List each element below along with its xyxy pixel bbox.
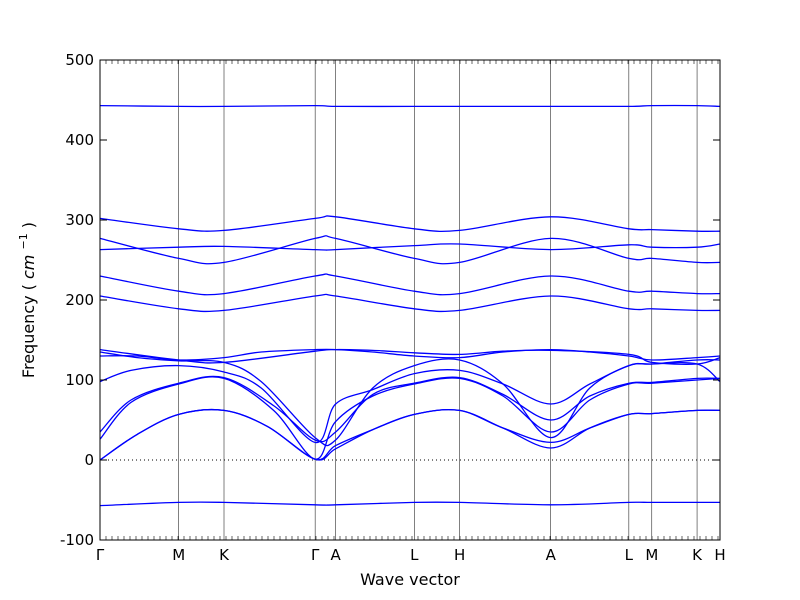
- y-axis-title-unit-exp: −1: [17, 233, 30, 249]
- band-line-3: [99, 408, 721, 461]
- x-tick-label: M: [172, 546, 185, 564]
- y-axis-title: Frequency ( cm −1 ): [12, 222, 38, 378]
- band-line-14: [99, 215, 721, 233]
- band-line-10: [99, 293, 721, 313]
- band-line-12: [99, 243, 721, 251]
- x-tick-label: H: [714, 546, 725, 564]
- band-line-15: [99, 104, 721, 108]
- x-tick-label: L: [625, 546, 634, 564]
- high-symmetry-lines: [178, 60, 698, 540]
- minor-ticks: [99, 60, 719, 540]
- band-lines: [99, 104, 721, 507]
- x-tick-label: K: [692, 546, 703, 564]
- y-tick-label: 0: [84, 451, 94, 469]
- y-axis-title-unit: cm: [19, 255, 38, 279]
- x-axis-title: Wave vector: [360, 570, 460, 589]
- band-line-9: [99, 348, 721, 365]
- x-tick-label: K: [219, 546, 230, 564]
- x-tick-label: L: [410, 546, 419, 564]
- band-line-13: [99, 235, 721, 265]
- y-tick-label: 400: [65, 131, 94, 149]
- y-tick-label: -100: [60, 531, 94, 549]
- x-tick-label: M: [645, 546, 658, 564]
- y-ticks: -100 0 100 200 300 400 500: [60, 51, 720, 549]
- band-line-7: [99, 351, 721, 447]
- y-axis-title-text: Frequency: [19, 295, 38, 378]
- y-tick-label: 200: [65, 291, 94, 309]
- band-line-5: [99, 375, 721, 443]
- band-line-1: [99, 501, 720, 507]
- y-axis-title-open: (: [19, 284, 38, 290]
- y-tick-label: 500: [65, 51, 94, 69]
- y-axis-title-close: ): [19, 222, 38, 228]
- band-line-8: [99, 348, 721, 361]
- y-tick-label: 300: [65, 211, 94, 229]
- x-tick-label: Γ: [311, 546, 320, 564]
- x-tick-label: H: [454, 546, 465, 564]
- band-line-11: [99, 273, 721, 296]
- x-tick-label: A: [330, 546, 341, 564]
- y-tick-label: 100: [65, 371, 94, 389]
- x-tick-label: A: [546, 546, 557, 564]
- x-tick-label: Γ: [96, 546, 105, 564]
